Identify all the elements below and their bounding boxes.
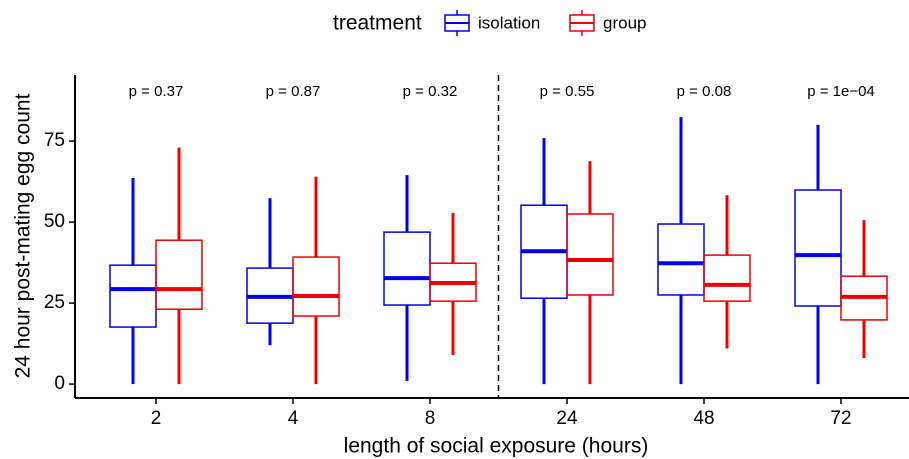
x-tick-label: 24 xyxy=(556,408,578,429)
y-tick-label: 75 xyxy=(44,130,65,151)
x-axis-label: length of social exposure (hours) xyxy=(344,435,649,458)
box xyxy=(794,189,842,307)
annotation: p = 0.55 xyxy=(540,83,595,100)
x-tick-label: 48 xyxy=(693,408,714,429)
annotation: p = 0.08 xyxy=(677,83,732,100)
annotation: p = 0.32 xyxy=(403,83,458,100)
legend-label: isolation xyxy=(478,13,540,32)
box xyxy=(657,223,705,296)
y-tick-label: 25 xyxy=(44,292,65,313)
box xyxy=(292,256,340,317)
box xyxy=(703,254,751,302)
y-tick-label: 0 xyxy=(54,373,65,394)
x-tick-label: 72 xyxy=(830,408,851,429)
x-tick-label: 2 xyxy=(151,408,162,429)
box xyxy=(155,239,203,310)
annotation: p = 0.37 xyxy=(129,83,184,100)
annotation: p = 0.87 xyxy=(266,83,321,100)
legend-label: group xyxy=(603,13,646,32)
y-axis-label: 24 hour post-mating egg count xyxy=(12,93,35,378)
y-tick-label: 50 xyxy=(44,211,65,232)
box xyxy=(566,213,614,296)
box xyxy=(109,264,157,328)
x-tick-label: 4 xyxy=(288,408,299,429)
annotation: p = 1e−04 xyxy=(807,83,875,100)
box xyxy=(383,231,431,306)
x-tick-label: 8 xyxy=(425,408,436,429)
legend-title: treatment xyxy=(333,12,422,35)
